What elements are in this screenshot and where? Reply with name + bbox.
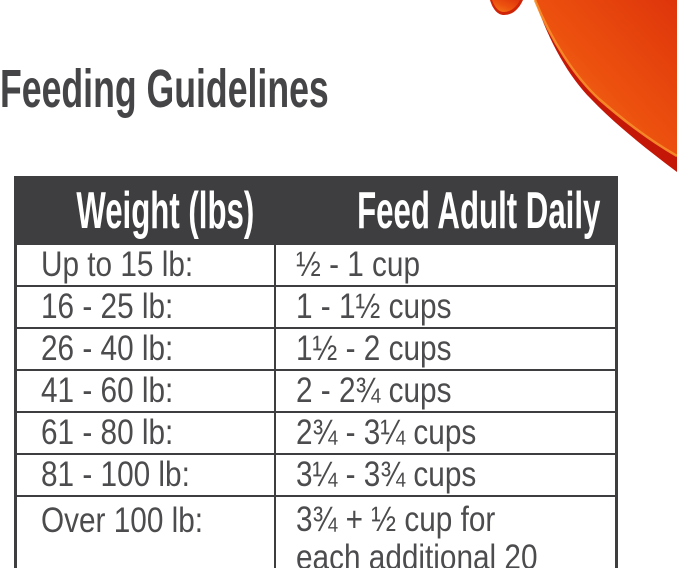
wave-main-shape [535,0,677,156]
feed-value: 1½ - 2 cups [295,329,451,368]
weight-value: 26 - 40 lb: [41,329,174,368]
table-row: 41 - 60 lb: 2 - 2¾ cups [14,369,618,413]
weight-value: 61 - 80 lb: [41,413,174,452]
weight-value: Up to 15 lb: [41,245,194,284]
page-title-text: Feeding Guidelines [0,59,329,119]
table-row: Up to 15 lb: ½ - 1 cup [14,243,618,287]
header-weight-lbs-label: Weight (lbs) [76,182,255,240]
table-row: Over 100 lb: 3¾ + ½ cup for each additio… [14,495,618,568]
feed-value: 3¾ + ½ cup for each additional 20 lb [295,500,538,568]
wave-wedge-shape [492,0,520,12]
header-weight-lbs: Weight (lbs) [14,176,276,245]
feed-cell: 2 - 2¾ cups [273,369,618,413]
page-title: Feeding Guidelines [0,62,498,116]
header-feed-adult-daily-label: Feed Adult Daily [356,182,600,240]
weight-value: 16 - 25 lb: [41,287,174,326]
feed-cell: 3¾ + ½ cup for each additional 20 lb [273,495,618,568]
wave-highlight-edge [533,0,677,158]
weight-cell: 26 - 40 lb: [14,327,276,371]
table-header-row: Weight (lbs) Feed Adult Daily [14,176,618,245]
weight-cell: Over 100 lb: [14,495,276,568]
weight-cell: 81 - 100 lb: [14,453,276,497]
weight-cell: 41 - 60 lb: [14,369,276,413]
feed-cell: 3¼ - 3¾ cups [273,453,618,497]
table-row: 16 - 25 lb: 1 - 1½ cups [14,285,618,329]
table-row: 81 - 100 lb: 3¼ - 3¾ cups [14,453,618,497]
feed-value: 2¾ - 3¼ cups [295,413,476,452]
weight-value: 41 - 60 lb: [41,371,174,410]
weight-value: 81 - 100 lb: [41,455,190,494]
feed-value: 2 - 2¾ cups [295,371,451,410]
weight-cell: 61 - 80 lb: [14,411,276,455]
corner-wave-decoration [490,0,677,172]
feed-value: 3¼ - 3¾ cups [295,455,476,494]
feed-cell: 1½ - 2 cups [273,327,618,371]
weight-value: Over 100 lb: [41,501,204,540]
feed-cell: ½ - 1 cup [273,243,618,287]
feed-value: 1 - 1½ cups [295,287,451,326]
feed-cell: 2¾ - 3¼ cups [273,411,618,455]
feed-value: ½ - 1 cup [295,245,420,284]
feed-cell: 1 - 1½ cups [273,285,618,329]
header-feed-adult-daily: Feed Adult Daily [273,176,618,245]
table-body: Up to 15 lb: ½ - 1 cup 16 - 25 lb: 1 - 1… [14,243,618,568]
table-row: 26 - 40 lb: 1½ - 2 cups [14,327,618,371]
feeding-guidelines-table: Weight (lbs) Feed Adult Daily Up to 15 l… [14,176,618,568]
weight-cell: 16 - 25 lb: [14,285,276,329]
table-row: 61 - 80 lb: 2¾ - 3¼ cups [14,411,618,455]
weight-cell: Up to 15 lb: [14,243,276,287]
